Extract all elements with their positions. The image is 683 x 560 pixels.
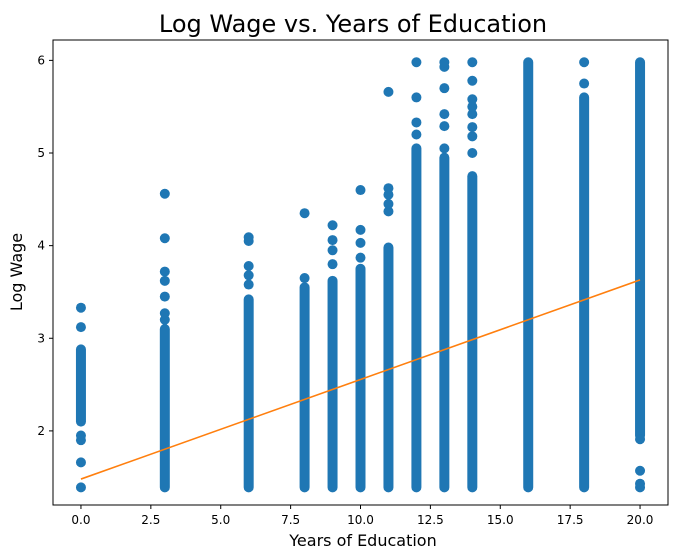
scatter-point — [467, 148, 478, 159]
scatter-point — [159, 275, 170, 286]
scatter-point — [467, 101, 478, 112]
scatter-point — [579, 78, 590, 89]
scatter-column-band — [75, 344, 86, 427]
scatter-point — [635, 434, 646, 445]
scatter-point — [439, 121, 450, 132]
scatter-point — [411, 117, 422, 128]
scatter-point — [355, 224, 366, 235]
scatter-point — [159, 266, 170, 277]
scatter-point — [411, 92, 422, 103]
scatter-point — [243, 232, 254, 243]
scatter-point — [383, 86, 394, 97]
x-tick-label: 20.0 — [627, 513, 654, 527]
y-axis-label: Log Wage — [7, 233, 26, 311]
x-axis-ticks: 0.0 2.5 5.0 7.5 10.0 12.5 15.0 17.5 20.0 — [71, 505, 653, 527]
scatter-point — [75, 302, 86, 313]
scatter-column-band — [411, 143, 422, 493]
x-tick-label: 2.5 — [141, 513, 160, 527]
scatter-point — [355, 185, 366, 196]
fitted-line — [80, 279, 641, 480]
scatter-column-band — [383, 242, 394, 493]
scatter-point — [75, 482, 86, 493]
scatter-column-band — [159, 324, 170, 493]
scatter-point — [243, 270, 254, 281]
scatter-point — [467, 131, 478, 142]
scatter-column-band — [635, 57, 646, 441]
y-tick-label: 6 — [37, 53, 45, 67]
scatter-column-band — [243, 294, 254, 493]
scatter-point — [439, 109, 450, 120]
scatter-point — [383, 206, 394, 217]
scatter-point — [411, 129, 422, 140]
y-tick-label: 4 — [37, 239, 45, 253]
x-tick-label: 17.5 — [557, 513, 584, 527]
scatter-column-band — [579, 92, 590, 493]
chart-title: Log Wage vs. Years of Education — [159, 10, 547, 38]
y-tick-label: 5 — [37, 146, 45, 160]
scatter-column-band — [467, 171, 478, 493]
x-tick-label: 12.5 — [417, 513, 444, 527]
scatter-point — [299, 208, 310, 219]
scatter-point — [467, 122, 478, 133]
scatter-point — [327, 259, 338, 270]
scatter-point — [383, 198, 394, 209]
scatter-point — [159, 291, 170, 302]
scatter-point — [467, 109, 478, 120]
scatter-point — [159, 188, 170, 199]
x-tick-label: 5.0 — [211, 513, 230, 527]
scatter-point — [159, 308, 170, 319]
scatter-point — [327, 245, 338, 256]
scatter-point — [327, 220, 338, 231]
scatter-column-band — [439, 152, 450, 493]
scatter-point — [355, 252, 366, 263]
scatter-point — [355, 237, 366, 248]
scatter-point — [467, 94, 478, 105]
scatter-point — [467, 57, 478, 68]
scatter-point — [411, 57, 422, 68]
scatter-point — [383, 183, 394, 194]
scatter-point — [327, 235, 338, 246]
x-tick-label: 7.5 — [281, 513, 300, 527]
scatter-point — [243, 261, 254, 272]
scatter-point — [467, 75, 478, 86]
y-tick-label: 2 — [37, 424, 45, 438]
y-axis-ticks: 2 3 4 5 6 — [37, 53, 53, 438]
scatter-column-band — [327, 275, 338, 493]
scatter-point — [439, 57, 450, 68]
scatter-point — [75, 457, 86, 468]
y-tick-label: 3 — [37, 331, 45, 345]
scatter-point — [439, 83, 450, 94]
scatter-point — [635, 478, 646, 489]
scatter-point — [635, 465, 646, 476]
scatter-point — [75, 322, 86, 333]
x-tick-label: 0.0 — [71, 513, 90, 527]
scatter-column-band — [523, 57, 534, 493]
scatter-point — [579, 57, 590, 68]
scatter-point — [439, 143, 450, 154]
x-axis-label: Years of Education — [288, 531, 436, 550]
scatter-point — [299, 273, 310, 284]
x-tick-label: 10.0 — [347, 513, 374, 527]
x-tick-label: 15.0 — [487, 513, 514, 527]
scatter-column-band — [299, 282, 310, 493]
scatter-column-band — [355, 263, 366, 493]
scatter-points — [75, 57, 646, 493]
regression-line — [80, 279, 641, 480]
scatter-point — [75, 430, 86, 441]
scatter-point — [243, 279, 254, 290]
scatter-point — [159, 233, 170, 244]
